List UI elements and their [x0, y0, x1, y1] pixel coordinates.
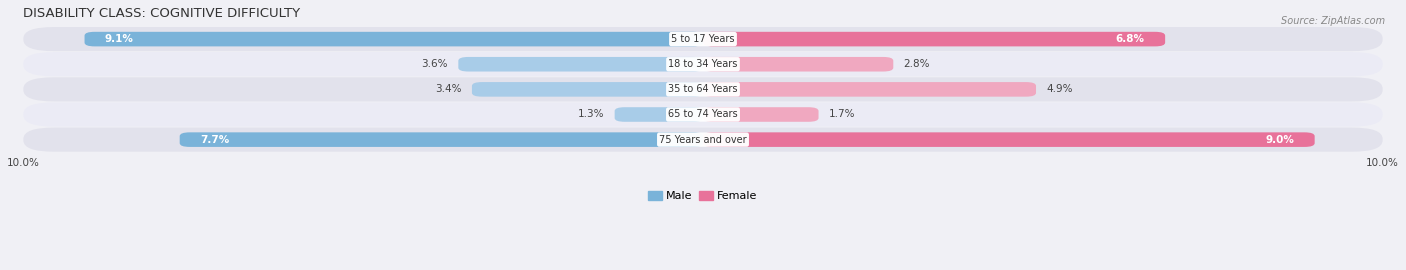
Legend: Male, Female: Male, Female — [644, 186, 762, 205]
FancyBboxPatch shape — [180, 132, 703, 147]
FancyBboxPatch shape — [24, 127, 1382, 152]
FancyBboxPatch shape — [472, 82, 703, 97]
Text: 6.8%: 6.8% — [1116, 34, 1144, 44]
Text: 9.1%: 9.1% — [105, 34, 134, 44]
Text: 4.9%: 4.9% — [1046, 84, 1073, 94]
FancyBboxPatch shape — [703, 107, 818, 122]
Text: 7.7%: 7.7% — [200, 135, 229, 145]
Text: 75 Years and over: 75 Years and over — [659, 135, 747, 145]
FancyBboxPatch shape — [84, 32, 703, 46]
FancyBboxPatch shape — [24, 52, 1382, 76]
FancyBboxPatch shape — [24, 27, 1382, 51]
Text: 3.6%: 3.6% — [422, 59, 449, 69]
FancyBboxPatch shape — [24, 102, 1382, 127]
FancyBboxPatch shape — [703, 132, 1315, 147]
Text: 65 to 74 Years: 65 to 74 Years — [668, 110, 738, 120]
Text: Source: ZipAtlas.com: Source: ZipAtlas.com — [1281, 16, 1385, 26]
FancyBboxPatch shape — [703, 32, 1166, 46]
Text: 1.7%: 1.7% — [828, 110, 855, 120]
FancyBboxPatch shape — [703, 82, 1036, 97]
FancyBboxPatch shape — [458, 57, 703, 72]
Text: 1.3%: 1.3% — [578, 110, 605, 120]
Text: 35 to 64 Years: 35 to 64 Years — [668, 84, 738, 94]
Text: 3.4%: 3.4% — [436, 84, 461, 94]
FancyBboxPatch shape — [614, 107, 703, 122]
Text: DISABILITY CLASS: COGNITIVE DIFFICULTY: DISABILITY CLASS: COGNITIVE DIFFICULTY — [24, 7, 301, 20]
Text: 2.8%: 2.8% — [904, 59, 929, 69]
Text: 18 to 34 Years: 18 to 34 Years — [668, 59, 738, 69]
FancyBboxPatch shape — [24, 77, 1382, 102]
Text: 9.0%: 9.0% — [1265, 135, 1295, 145]
FancyBboxPatch shape — [703, 57, 893, 72]
Text: 5 to 17 Years: 5 to 17 Years — [671, 34, 735, 44]
